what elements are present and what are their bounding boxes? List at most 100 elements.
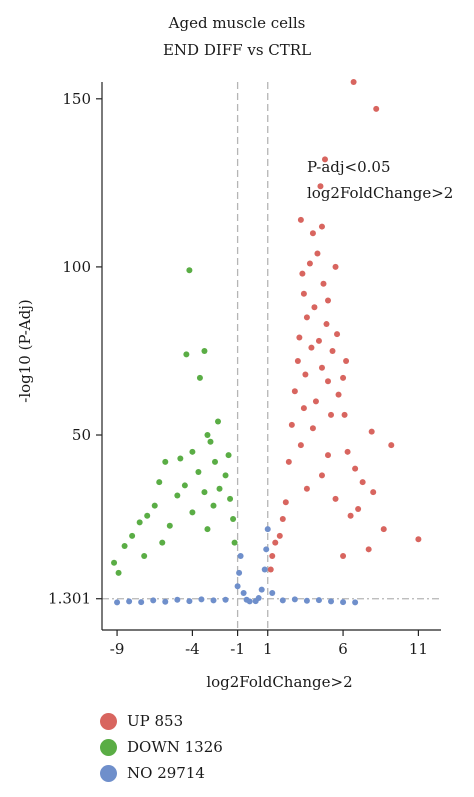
data-point-series0-13 — [325, 297, 331, 304]
data-point-series2-15 — [246, 598, 253, 605]
data-point-series0-17 — [334, 331, 341, 338]
y-tick-label: 100 — [62, 258, 91, 276]
data-point-series0-34 — [288, 421, 295, 428]
data-point-series0-55 — [279, 516, 286, 523]
chart-title: Aged muscle cells — [168, 14, 306, 32]
data-point-series2-2 — [138, 599, 145, 606]
data-point-series2-9 — [222, 596, 229, 603]
data-point-series1-7 — [189, 448, 196, 455]
data-point-series0-35 — [309, 425, 316, 432]
data-point-series1-34 — [231, 539, 238, 546]
data-point-series0-18 — [296, 334, 303, 341]
legend-item-down: DOWN 1326 — [100, 736, 223, 758]
data-point-series0-54 — [340, 553, 347, 560]
data-point-series0-53 — [365, 546, 372, 553]
data-point-series0-28 — [291, 388, 298, 395]
data-point-series1-31 — [141, 553, 148, 560]
data-point-series0-14 — [311, 304, 318, 311]
data-point-series2-27 — [328, 598, 335, 605]
threshold-annotation-fc: log2FoldChange>2 — [307, 184, 454, 202]
data-point-series0-22 — [294, 358, 301, 365]
data-point-series0-26 — [340, 374, 347, 381]
data-point-series1-1 — [201, 347, 208, 354]
data-point-series0-9 — [332, 263, 339, 270]
data-point-series0-12 — [300, 290, 307, 297]
x-tick-label: -1 — [230, 640, 245, 658]
data-point-series2-22 — [269, 590, 276, 597]
data-point-series0-25 — [302, 371, 309, 378]
data-point-series1-19 — [227, 495, 234, 502]
data-point-series2-0 — [114, 599, 121, 606]
y-axis-label: -log10 (P-Adj) — [16, 299, 34, 402]
data-point-series0-15 — [303, 314, 310, 321]
data-point-series2-19 — [261, 566, 268, 573]
legend-item-up: UP 853 — [100, 710, 183, 732]
data-point-series0-33 — [328, 411, 335, 418]
data-point-series0-3 — [317, 183, 324, 190]
data-point-series0-11 — [320, 280, 327, 287]
data-point-series0-30 — [312, 398, 319, 405]
data-point-series1-14 — [156, 479, 163, 486]
x-tick-label: -4 — [185, 640, 200, 658]
data-point-series2-8 — [210, 597, 217, 604]
data-point-series0-47 — [332, 495, 339, 502]
data-point-series1-30 — [115, 569, 122, 576]
data-point-series1-29 — [111, 559, 118, 566]
x-tick-label: 6 — [338, 640, 348, 658]
data-point-series0-57 — [272, 539, 279, 546]
data-point-series0-24 — [318, 364, 325, 371]
data-point-series0-43 — [318, 472, 325, 479]
data-point-series2-3 — [150, 597, 157, 604]
data-point-series0-48 — [282, 499, 289, 506]
data-point-series1-3 — [196, 374, 203, 381]
data-points — [111, 79, 422, 606]
data-point-series0-8 — [306, 260, 313, 267]
data-point-series0-2 — [321, 156, 328, 163]
data-point-series1-25 — [136, 519, 143, 526]
data-point-series1-4 — [215, 418, 222, 425]
data-point-series1-15 — [181, 482, 188, 489]
legend-label-down: DOWN 1326 — [127, 738, 223, 756]
data-point-series1-33 — [204, 526, 211, 533]
legend-swatch-down — [100, 738, 117, 756]
data-point-series1-18 — [174, 492, 181, 499]
data-point-series1-2 — [183, 351, 190, 358]
data-point-series1-21 — [210, 502, 217, 509]
data-point-series1-24 — [230, 516, 237, 523]
axes: -9 -4 -1 1 6 11 1.301 50 100 150 log2FoldChange>2 -… — [16, 82, 441, 691]
legend-swatch-no — [100, 764, 117, 782]
y-tick-label: 1.301 — [48, 590, 91, 608]
x-tick-label: 11 — [409, 640, 428, 658]
legend-item-no: NO 29714 — [100, 762, 205, 784]
data-point-series1-6 — [207, 438, 214, 445]
data-point-series0-51 — [380, 526, 387, 533]
data-point-series2-29 — [352, 599, 359, 606]
data-point-series2-4 — [162, 598, 169, 605]
data-point-series0-56 — [276, 532, 283, 539]
data-point-series1-10 — [212, 458, 218, 465]
data-point-series2-25 — [303, 597, 310, 604]
data-point-series1-11 — [162, 458, 169, 465]
legend-label-up: UP 853 — [127, 712, 184, 730]
data-point-series1-20 — [151, 502, 158, 509]
data-point-series0-1 — [373, 105, 380, 112]
data-point-series2-24 — [291, 596, 298, 603]
data-point-series1-32 — [159, 539, 166, 546]
data-point-series2-17 — [255, 595, 262, 602]
x-tick-label: -9 — [110, 640, 125, 658]
data-point-series0-6 — [309, 230, 316, 237]
data-point-series1-23 — [189, 509, 196, 516]
data-point-series2-13 — [240, 590, 247, 597]
data-point-series0-4 — [297, 216, 304, 223]
data-point-series2-21 — [264, 526, 271, 533]
data-point-series0-20 — [308, 344, 315, 351]
data-point-series0-10 — [299, 270, 306, 277]
data-point-series0-41 — [285, 458, 292, 465]
data-point-series0-40 — [325, 452, 331, 459]
data-point-series2-18 — [258, 586, 265, 593]
data-point-series0-52 — [415, 536, 422, 543]
data-point-series0-44 — [359, 479, 366, 486]
data-point-series1-13 — [222, 472, 229, 479]
data-point-series0-16 — [323, 321, 330, 328]
